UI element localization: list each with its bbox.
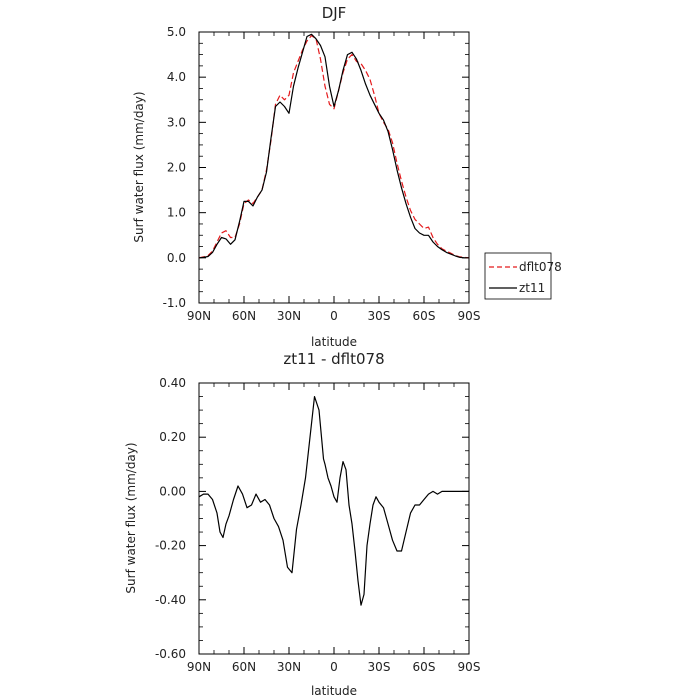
legend-label-zt11: zt11: [519, 281, 545, 295]
y-tick-label: -0.20: [155, 539, 186, 553]
y-tick-label: 2.0: [167, 161, 186, 175]
x-tick-label: 30N: [277, 309, 301, 323]
top-chart: DJF 90N 60N 30N 0 30S 60S 90S -1.0 0.0 1.0 2.0 3.0 4…: [132, 4, 562, 349]
bottom-chart-series-line-series-0: [198, 396, 469, 606]
y-tick-label: -1.0: [163, 296, 186, 310]
x-tick-label: 90N: [187, 660, 211, 674]
x-tick-label: 60N: [232, 660, 256, 674]
top-chart-x-axis-label: latitude: [311, 335, 357, 349]
bottom-chart-series: [198, 396, 469, 606]
y-tick-label: 0.00: [159, 484, 186, 498]
legend-label-dflt078: dflt078: [519, 260, 562, 274]
bottom-chart-plot-frame: [198, 382, 470, 655]
x-tick-label: 60N: [232, 309, 256, 323]
x-tick-label: 30S: [368, 309, 391, 323]
top-chart-legend: dflt078 zt11: [484, 252, 562, 300]
bottom-chart-title: zt11 - dflt078: [283, 350, 384, 368]
top-chart-title: DJF: [322, 4, 347, 22]
y-tick-label: 0.40: [159, 376, 186, 390]
top-chart-series-line-zt11: [198, 33, 469, 259]
x-tick-label: 30S: [368, 660, 391, 674]
x-tick-label: 90S: [458, 660, 481, 674]
legend-box: [484, 252, 552, 300]
x-tick-label: 90N: [187, 309, 211, 323]
bottom-chart: zt11 - dflt078 90N 60N 30N 0 30S 60S 90S -0.60 -…: [124, 350, 480, 698]
x-tick-label: 60S: [413, 660, 436, 674]
bottom-chart-x-axis-label: latitude: [311, 684, 357, 698]
y-tick-label: -0.60: [155, 647, 186, 661]
x-tick-label: 0: [330, 309, 338, 323]
y-tick-label: 0.0: [167, 251, 186, 265]
y-tick-label: 4.0: [167, 70, 186, 84]
x-tick-label: 60S: [413, 309, 436, 323]
x-tick-label: 90S: [458, 309, 481, 323]
top-chart-y-axis-label: Surf water flux (mm/day): [132, 91, 146, 242]
y-tick-label: 5.0: [167, 25, 186, 39]
bottom-chart-ticks: 90N 60N 30N 0 30S 60S 90S -0.60 -0.40 -0.20 0.00 0.…: [155, 376, 481, 674]
y-tick-label: -0.40: [155, 593, 186, 607]
x-tick-label: 0: [330, 660, 338, 674]
bottom-chart-y-axis-label: Surf water flux (mm/day): [124, 442, 138, 593]
y-tick-label: 1.0: [167, 206, 186, 220]
top-chart-ticks: 90N 60N 30N 0 30S 60S 90S -1.0 0.0 1.0 2.0 3.0 4.0 5.…: [163, 25, 481, 323]
y-tick-label: 0.20: [159, 430, 186, 444]
y-tick-label: 3.0: [167, 115, 186, 129]
top-chart-series-line-dflt078: [198, 34, 470, 259]
top-chart-plot-frame: [198, 31, 470, 304]
top-chart-series: [198, 33, 470, 259]
x-tick-label: 30N: [277, 660, 301, 674]
